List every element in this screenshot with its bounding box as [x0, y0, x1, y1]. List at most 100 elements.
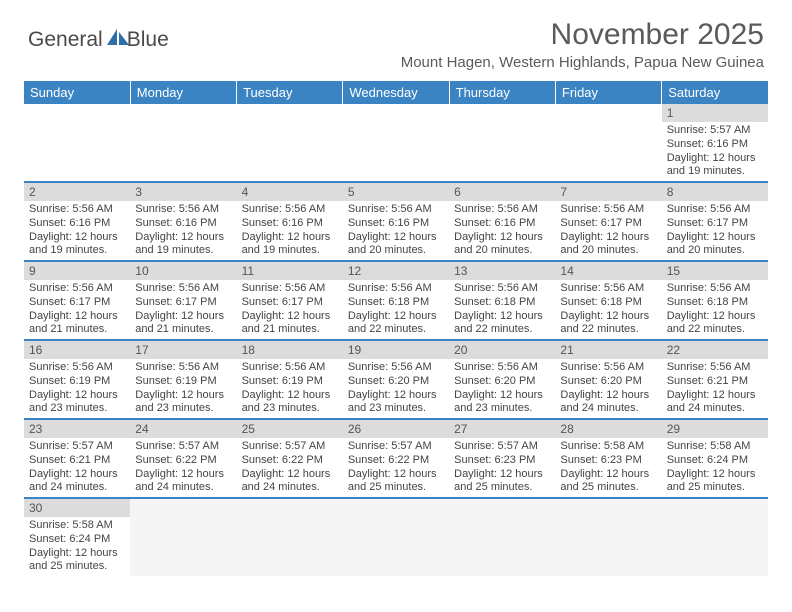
day-number: 7: [555, 183, 661, 201]
day-details: Sunrise: 5:56 AMSunset: 6:16 PMDaylight:…: [449, 201, 555, 260]
day-number: 19: [343, 341, 449, 359]
calendar-row: 1Sunrise: 5:57 AMSunset: 6:16 PMDaylight…: [24, 104, 768, 182]
calendar-day-cell: 12Sunrise: 5:56 AMSunset: 6:18 PMDayligh…: [343, 261, 449, 340]
day-details: Sunrise: 5:57 AMSunset: 6:16 PMDaylight:…: [662, 122, 768, 181]
day-number: 9: [24, 262, 130, 280]
day-details: Sunrise: 5:56 AMSunset: 6:20 PMDaylight:…: [555, 359, 661, 418]
day-number: 2: [24, 183, 130, 201]
day-number: 5: [343, 183, 449, 201]
day-details: Sunrise: 5:56 AMSunset: 6:17 PMDaylight:…: [24, 280, 130, 339]
weekday-header: Saturday: [662, 81, 768, 104]
day-details: Sunrise: 5:58 AMSunset: 6:24 PMDaylight:…: [662, 438, 768, 497]
day-number: 21: [555, 341, 661, 359]
day-details: Sunrise: 5:56 AMSunset: 6:18 PMDaylight:…: [343, 280, 449, 339]
calendar-row: 2 Sunrise: 5:56 AMSunset: 6:16 PMDaylight…: [24, 182, 768, 261]
day-details: Sunrise: 5:56 AMSunset: 6:17 PMDaylight:…: [555, 201, 661, 260]
day-number: 20: [449, 341, 555, 359]
calendar-empty-cell: [449, 498, 555, 576]
day-details: Sunrise: 5:58 AMSunset: 6:23 PMDaylight:…: [555, 438, 661, 497]
day-number: 11: [237, 262, 343, 280]
day-details: Sunrise: 5:56 AMSunset: 6:19 PMDaylight:…: [24, 359, 130, 418]
day-number: 14: [555, 262, 661, 280]
calendar-empty-cell: [237, 104, 343, 182]
calendar-empty-cell: [343, 104, 449, 182]
day-details: Sunrise: 5:56 AMSunset: 6:21 PMDaylight:…: [662, 359, 768, 418]
calendar-day-cell: 10Sunrise: 5:56 AMSunset: 6:17 PMDayligh…: [130, 261, 236, 340]
calendar-empty-cell: [24, 104, 130, 182]
calendar-day-cell: 14Sunrise: 5:56 AMSunset: 6:18 PMDayligh…: [555, 261, 661, 340]
calendar-day-cell: 7Sunrise: 5:56 AMSunset: 6:17 PMDaylight…: [555, 182, 661, 261]
day-details: Sunrise: 5:57 AMSunset: 6:21 PMDaylight:…: [24, 438, 130, 497]
calendar-empty-cell: [555, 498, 661, 576]
calendar-day-cell: 16Sunrise: 5:56 AMSunset: 6:19 PMDayligh…: [24, 340, 130, 419]
calendar-empty-cell: [130, 498, 236, 576]
day-details: Sunrise: 5:56 AMSunset: 6:19 PMDaylight:…: [130, 359, 236, 418]
page-title: November 2025: [401, 18, 764, 52]
page-subtitle: Mount Hagen, Western Highlands, Papua Ne…: [401, 54, 764, 71]
logo-text-part2: Blue: [127, 28, 169, 52]
calendar-empty-cell: [130, 104, 236, 182]
day-details: Sunrise: 5:56 AMSunset: 6:16 PMDaylight:…: [237, 201, 343, 260]
calendar-row: 23Sunrise: 5:57 AMSunset: 6:21 PMDayligh…: [24, 419, 768, 498]
calendar-day-cell: 22Sunrise: 5:56 AMSunset: 6:21 PMDayligh…: [662, 340, 768, 419]
calendar-day-cell: 9Sunrise: 5:56 AMSunset: 6:17 PMDaylight…: [24, 261, 130, 340]
calendar-empty-cell: [662, 498, 768, 576]
day-details: Sunrise: 5:56 AMSunset: 6:19 PMDaylight:…: [237, 359, 343, 418]
calendar-day-cell: 15Sunrise: 5:56 AMSunset: 6:18 PMDayligh…: [662, 261, 768, 340]
calendar-empty-cell: [237, 498, 343, 576]
day-number: 29: [662, 420, 768, 438]
logo-text-part1: General: [28, 28, 103, 52]
calendar-day-cell: 6Sunrise: 5:56 AMSunset: 6:16 PMDaylight…: [449, 182, 555, 261]
calendar-day-cell: 17Sunrise: 5:56 AMSunset: 6:19 PMDayligh…: [130, 340, 236, 419]
day-number: 24: [130, 420, 236, 438]
day-number: 6: [449, 183, 555, 201]
day-details: Sunrise: 5:57 AMSunset: 6:22 PMDaylight:…: [343, 438, 449, 497]
day-number: 22: [662, 341, 768, 359]
day-details: Sunrise: 5:56 AMSunset: 6:17 PMDaylight:…: [237, 280, 343, 339]
day-details: Sunrise: 5:56 AMSunset: 6:17 PMDaylight:…: [130, 280, 236, 339]
calendar-day-cell: 24Sunrise: 5:57 AMSunset: 6:22 PMDayligh…: [130, 419, 236, 498]
day-number: 12: [343, 262, 449, 280]
day-number: 28: [555, 420, 661, 438]
day-number: 27: [449, 420, 555, 438]
day-number: 23: [24, 420, 130, 438]
day-number: 3: [130, 183, 236, 201]
day-number: 4: [237, 183, 343, 201]
calendar-day-cell: 27Sunrise: 5:57 AMSunset: 6:23 PMDayligh…: [449, 419, 555, 498]
day-details: Sunrise: 5:57 AMSunset: 6:23 PMDaylight:…: [449, 438, 555, 497]
day-details: Sunrise: 5:56 AMSunset: 6:20 PMDaylight:…: [343, 359, 449, 418]
day-number: 10: [130, 262, 236, 280]
calendar-row: 16Sunrise: 5:56 AMSunset: 6:19 PMDayligh…: [24, 340, 768, 419]
day-details: Sunrise: 5:58 AMSunset: 6:24 PMDaylight:…: [24, 517, 130, 576]
day-number: 16: [24, 341, 130, 359]
calendar-day-cell: 30Sunrise: 5:58 AMSunset: 6:24 PMDayligh…: [24, 498, 130, 576]
calendar-day-cell: 20Sunrise: 5:56 AMSunset: 6:20 PMDayligh…: [449, 340, 555, 419]
calendar-day-cell: 26Sunrise: 5:57 AMSunset: 6:22 PMDayligh…: [343, 419, 449, 498]
day-number: 15: [662, 262, 768, 280]
calendar-day-cell: 23Sunrise: 5:57 AMSunset: 6:21 PMDayligh…: [24, 419, 130, 498]
weekday-header: Tuesday: [237, 81, 343, 104]
day-details: Sunrise: 5:56 AMSunset: 6:18 PMDaylight:…: [555, 280, 661, 339]
logo: General Blue: [28, 28, 169, 52]
day-number: 8: [662, 183, 768, 201]
weekday-header: Monday: [130, 81, 236, 104]
calendar-day-cell: 4Sunrise: 5:56 AMSunset: 6:16 PMDaylight…: [237, 182, 343, 261]
calendar-day-cell: 19Sunrise: 5:56 AMSunset: 6:20 PMDayligh…: [343, 340, 449, 419]
day-number: 26: [343, 420, 449, 438]
calendar-day-cell: 1Sunrise: 5:57 AMSunset: 6:16 PMDaylight…: [662, 104, 768, 182]
weekday-header: Wednesday: [343, 81, 449, 104]
calendar-empty-cell: [555, 104, 661, 182]
calendar-day-cell: 18Sunrise: 5:56 AMSunset: 6:19 PMDayligh…: [237, 340, 343, 419]
day-number: 25: [237, 420, 343, 438]
day-details: Sunrise: 5:56 AMSunset: 6:18 PMDaylight:…: [449, 280, 555, 339]
weekday-header-row: SundayMondayTuesdayWednesdayThursdayFrid…: [24, 81, 768, 104]
day-number: 30: [24, 499, 130, 517]
calendar-day-cell: 21Sunrise: 5:56 AMSunset: 6:20 PMDayligh…: [555, 340, 661, 419]
calendar-row: 9Sunrise: 5:56 AMSunset: 6:17 PMDaylight…: [24, 261, 768, 340]
day-number: 1: [662, 104, 768, 122]
calendar-day-cell: 3Sunrise: 5:56 AMSunset: 6:16 PMDaylight…: [130, 182, 236, 261]
title-block: November 2025 Mount Hagen, Western Highl…: [401, 18, 764, 71]
day-number: 13: [449, 262, 555, 280]
calendar-day-cell: 29Sunrise: 5:58 AMSunset: 6:24 PMDayligh…: [662, 419, 768, 498]
weekday-header: Thursday: [449, 81, 555, 104]
